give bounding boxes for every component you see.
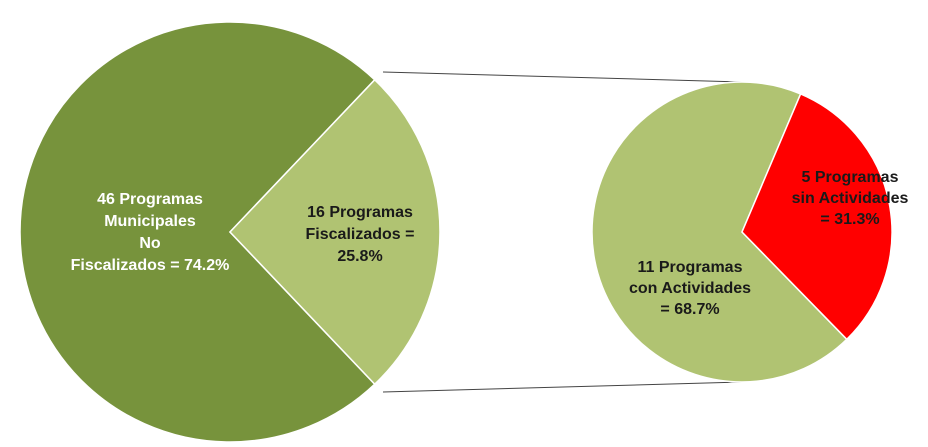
data-label: 11 Programas: [638, 259, 743, 276]
pie-slice: [228, 78, 441, 386]
pie-slice: [591, 81, 848, 383]
pie-slice: [19, 21, 376, 443]
data-label: Municipales: [104, 213, 196, 230]
data-label: 5 Programas: [802, 169, 899, 186]
data-label: No: [139, 235, 161, 252]
connector-line: [382, 71, 743, 83]
data-label: 25.8%: [337, 248, 382, 265]
data-label: = 31.3%: [820, 211, 879, 228]
pie-slice: [741, 92, 893, 341]
data-label: 46 Programas: [97, 191, 203, 208]
data-label: 16 Programas: [307, 204, 413, 221]
data-label: con Actividades: [629, 280, 751, 297]
connector-line: [382, 381, 743, 393]
data-label: Fiscalizados = 74.2%: [71, 257, 230, 274]
data-label: sin Actividades: [792, 190, 909, 207]
data-label: Fiscalizados =: [306, 226, 415, 243]
data-label: = 68.7%: [660, 301, 719, 318]
